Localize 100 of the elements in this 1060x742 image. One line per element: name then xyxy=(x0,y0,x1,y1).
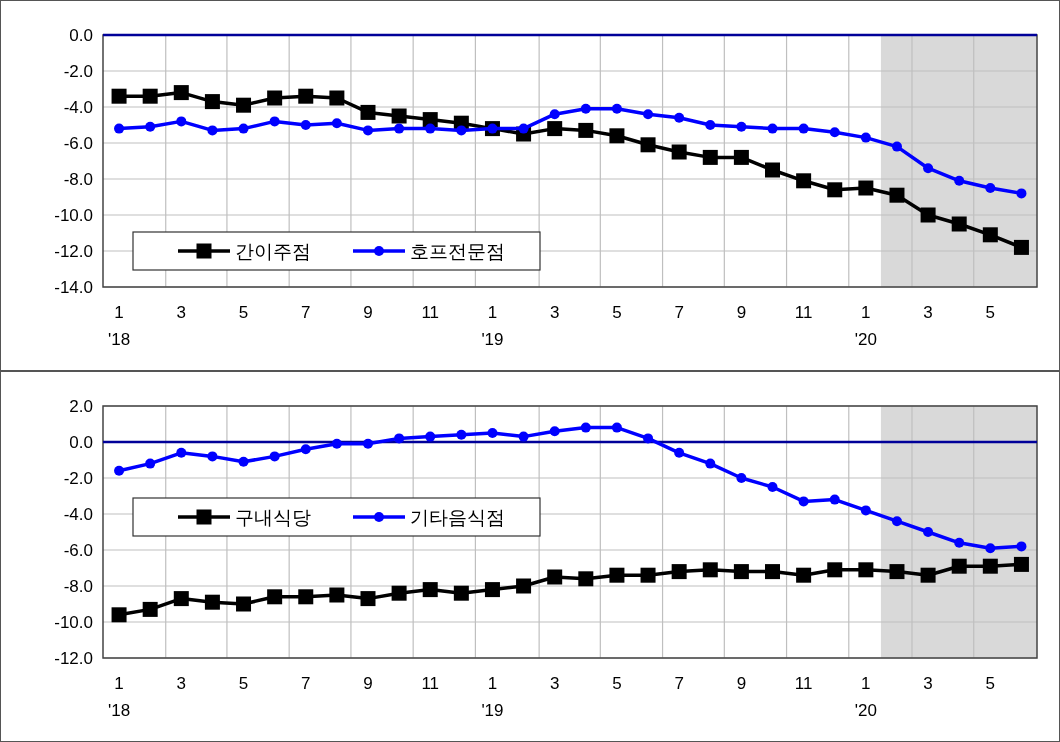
point xyxy=(176,116,187,127)
x-tick-label: 9 xyxy=(363,674,373,693)
legend-label: 간이주점 xyxy=(235,241,311,262)
point xyxy=(829,494,840,505)
point xyxy=(702,562,718,578)
point xyxy=(671,564,687,580)
y-tick-label: -4.0 xyxy=(63,98,93,117)
y-tick-label: 2.0 xyxy=(69,397,93,416)
point xyxy=(609,567,625,583)
point xyxy=(643,433,654,444)
point xyxy=(827,182,843,198)
point xyxy=(796,173,812,189)
y-tick-label: -2.0 xyxy=(63,469,93,488)
point xyxy=(829,127,840,138)
y-tick-label: -14.0 xyxy=(54,278,93,297)
point xyxy=(674,112,685,123)
point xyxy=(425,123,436,134)
point xyxy=(547,569,563,585)
x-tick-label: 1 '20 xyxy=(854,303,877,349)
point xyxy=(733,149,749,165)
point xyxy=(425,431,436,442)
x-tick-label: 1 '20 xyxy=(854,674,877,720)
point xyxy=(954,537,965,548)
point xyxy=(111,88,127,104)
point xyxy=(269,451,280,462)
point xyxy=(114,465,125,476)
point xyxy=(300,444,311,455)
point xyxy=(765,564,781,580)
x-tick-label: 5 xyxy=(238,303,249,322)
point xyxy=(453,585,469,601)
point xyxy=(640,137,656,153)
point xyxy=(1016,188,1027,199)
point xyxy=(923,163,934,174)
point xyxy=(391,108,407,124)
x-tick-label: 1 '18 xyxy=(107,303,131,349)
x-tick-label: 5 xyxy=(985,303,996,322)
point xyxy=(145,121,156,132)
x-tick-label: 11 xyxy=(421,303,440,322)
x-tick-label: 1 '19 xyxy=(481,674,504,720)
y-tick-label: -8.0 xyxy=(63,577,93,596)
point xyxy=(547,121,563,137)
point xyxy=(640,567,656,583)
point xyxy=(920,207,936,223)
point xyxy=(736,121,747,132)
point xyxy=(1013,556,1029,572)
x-tick-label: 5 xyxy=(612,303,622,322)
point xyxy=(920,567,936,583)
point xyxy=(329,587,345,603)
point xyxy=(518,431,529,442)
point xyxy=(1016,541,1027,552)
point xyxy=(484,582,500,598)
x-tick-label: 5 xyxy=(985,674,996,693)
x-tick-label: 3 xyxy=(549,674,560,693)
point xyxy=(671,144,687,160)
point xyxy=(298,88,314,104)
point xyxy=(858,180,874,196)
point xyxy=(798,496,809,507)
y-tick-label: -4.0 xyxy=(63,505,93,524)
x-tick-label: 5 xyxy=(238,674,249,693)
y-tick-label: -6.0 xyxy=(63,134,93,153)
point xyxy=(236,97,252,113)
point xyxy=(767,123,778,134)
x-tick-label: 7 xyxy=(674,674,684,693)
point xyxy=(954,175,965,186)
point xyxy=(422,112,438,128)
point xyxy=(889,564,905,580)
point xyxy=(394,123,405,134)
point xyxy=(487,428,498,438)
point xyxy=(267,90,283,106)
point xyxy=(142,88,158,104)
point xyxy=(702,149,718,165)
point xyxy=(796,567,812,583)
x-tick-label: 11 xyxy=(421,674,440,693)
point xyxy=(331,438,342,449)
point xyxy=(951,216,967,232)
y-tick-label: -12.0 xyxy=(54,649,93,668)
point xyxy=(394,433,405,444)
point xyxy=(238,456,249,467)
point xyxy=(329,90,345,106)
point xyxy=(456,125,467,136)
x-tick-label: 7 xyxy=(301,303,311,322)
point xyxy=(578,122,594,138)
y-tick-label: -8.0 xyxy=(63,170,93,189)
point xyxy=(611,103,622,114)
point xyxy=(798,123,809,134)
point xyxy=(422,582,438,598)
y-tick-label: -6.0 xyxy=(63,541,93,560)
x-tick-label: 9 xyxy=(736,674,747,693)
x-tick-label: 3 xyxy=(923,674,933,693)
legend-label: 호프전문점 xyxy=(410,241,505,262)
x-tick-label: 1 '19 xyxy=(481,303,504,349)
x-tick-label: 5 xyxy=(612,674,622,693)
y-tick-label: -10.0 xyxy=(54,206,93,225)
point xyxy=(173,85,189,101)
y-tick-label: -10.0 xyxy=(54,613,93,632)
point xyxy=(643,109,654,120)
point xyxy=(923,527,934,537)
y-tick-label: -12.0 xyxy=(54,242,93,261)
point xyxy=(391,585,407,601)
point xyxy=(456,429,467,440)
